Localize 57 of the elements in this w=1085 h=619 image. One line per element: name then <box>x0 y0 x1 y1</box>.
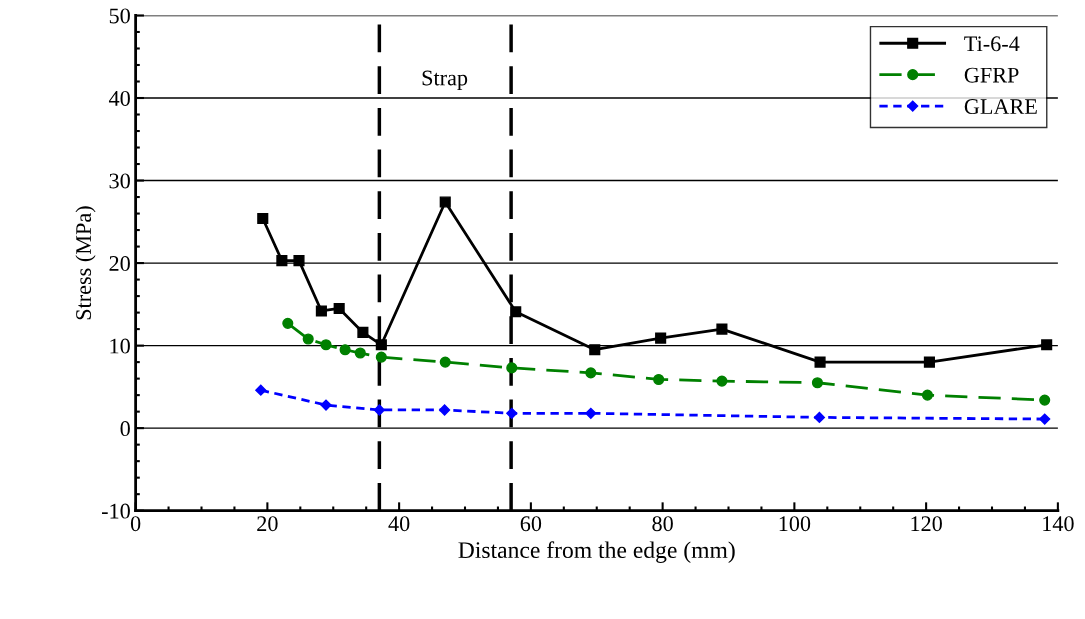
point <box>510 306 522 318</box>
point <box>921 389 933 401</box>
point <box>653 373 665 386</box>
point <box>506 407 518 419</box>
legend-label: GFRP <box>964 67 1019 83</box>
y-axis-title: Stress (MPa) <box>75 206 96 320</box>
point <box>716 375 728 387</box>
y-tick-label: 10 <box>110 338 130 354</box>
x-tick-label: 80 <box>652 516 673 532</box>
point <box>585 407 597 419</box>
point <box>439 356 451 368</box>
legend-label: Ti-6-4 <box>964 36 1020 52</box>
point <box>373 404 385 416</box>
x-tick-label: 40 <box>388 516 410 532</box>
point <box>357 326 369 338</box>
x-tick-label: 140 <box>1043 516 1074 532</box>
point <box>1041 339 1053 351</box>
y-tick-label: 50 <box>109 8 130 24</box>
x-tick-label: 60 <box>520 516 542 532</box>
point <box>333 302 345 315</box>
point <box>302 333 314 345</box>
point <box>320 339 332 351</box>
x-tick-label: 0 <box>130 516 141 532</box>
x-tick-label: 100 <box>779 516 811 532</box>
point <box>438 404 451 416</box>
point <box>439 196 451 208</box>
y-tick-label: 30 <box>109 173 130 189</box>
point <box>293 255 305 267</box>
annotation: Strap <box>422 70 468 90</box>
point <box>375 351 387 363</box>
x-axis-title: Distance from the edge (mm) <box>458 541 735 563</box>
y-tick-label: -10 <box>101 503 130 519</box>
point <box>811 377 823 389</box>
y-tick-label: 0 <box>120 421 130 437</box>
point <box>585 367 597 379</box>
point <box>375 339 387 351</box>
point <box>1039 413 1051 425</box>
legend-label: GLARE <box>964 99 1037 115</box>
point <box>257 212 269 225</box>
point <box>655 332 667 344</box>
point <box>1039 394 1051 406</box>
point <box>276 255 288 267</box>
y-tick-label: 40 <box>108 90 130 106</box>
point <box>339 344 351 356</box>
x-tick-label: 20 <box>257 516 278 532</box>
point <box>282 317 294 329</box>
point <box>814 356 826 368</box>
point <box>506 362 518 374</box>
point <box>255 384 267 396</box>
point <box>923 356 935 368</box>
point <box>589 344 601 356</box>
x-tick-label: 120 <box>911 516 942 532</box>
y-tick-label: 20 <box>109 256 130 271</box>
point <box>315 305 327 317</box>
point <box>354 347 366 359</box>
point <box>813 411 826 424</box>
point <box>716 323 728 335</box>
